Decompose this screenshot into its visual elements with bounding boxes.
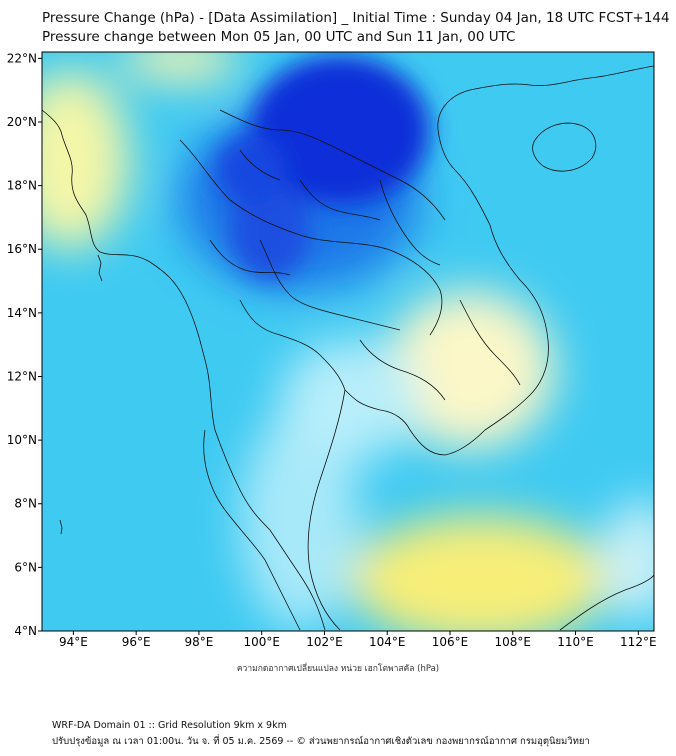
map-figure: 94°E 96°E 98°E 100°E 102°E 104°E 106°E 108°E 110… — [7, 51, 671, 702]
lon-tick-label: 110°E — [557, 635, 594, 649]
lon-tick-label: 96°E — [122, 635, 151, 649]
lon-tick-label: 102°E — [306, 635, 343, 649]
lat-tick-label: 8°N — [14, 497, 37, 511]
lon-tick-label: 112°E — [620, 635, 657, 649]
lat-tick-label: 12°N — [7, 369, 37, 383]
latitude-ticks: 22°N 20°N 18°N 16°N 14°N 12°N 10°N 8°N 6°N 4°N — [7, 51, 42, 638]
lon-tick-label: 104°E — [369, 635, 406, 649]
longitude-ticks: 94°E 96°E 98°E 100°E 102°E 104°E 106°E 108°E 110… — [59, 631, 657, 649]
lat-tick-label: 14°N — [7, 306, 37, 320]
footer-model-info: WRF-DA Domain 01 :: Grid Resolution 9km … — [52, 720, 287, 731]
coastlines — [42, 65, 654, 631]
map-title: Pressure Change (hPa) - [Data Assimilati… — [42, 10, 670, 26]
lat-tick-label: 6°N — [14, 560, 37, 574]
lat-tick-label: 16°N — [7, 242, 37, 256]
footer-update-info: ปรับปรุงข้อมูล ณ เวลา 01:00น. วัน จ. ที่… — [52, 736, 590, 747]
lon-tick-label: 98°E — [184, 635, 213, 649]
lon-tick-label: 100°E — [243, 635, 280, 649]
lat-tick-label: 4°N — [14, 624, 37, 638]
lat-tick-label: 10°N — [7, 433, 37, 447]
lon-tick-label: 106°E — [432, 635, 469, 649]
lon-tick-label: 94°E — [59, 635, 88, 649]
pressure-field — [42, 52, 654, 631]
map-subtitle: Pressure change between Mon 05 Jan, 00 U… — [42, 29, 516, 45]
colorbar-label: ความกดอากาศเปลี่ยนแปลง หน่วย เฮกโตพาสคัล… — [236, 664, 440, 674]
plot-frame — [41, 51, 655, 632]
lat-tick-label: 22°N — [7, 51, 37, 65]
lat-tick-label: 20°N — [7, 115, 37, 129]
lon-tick-label: 108°E — [495, 635, 532, 649]
lat-tick-label: 18°N — [7, 179, 37, 193]
